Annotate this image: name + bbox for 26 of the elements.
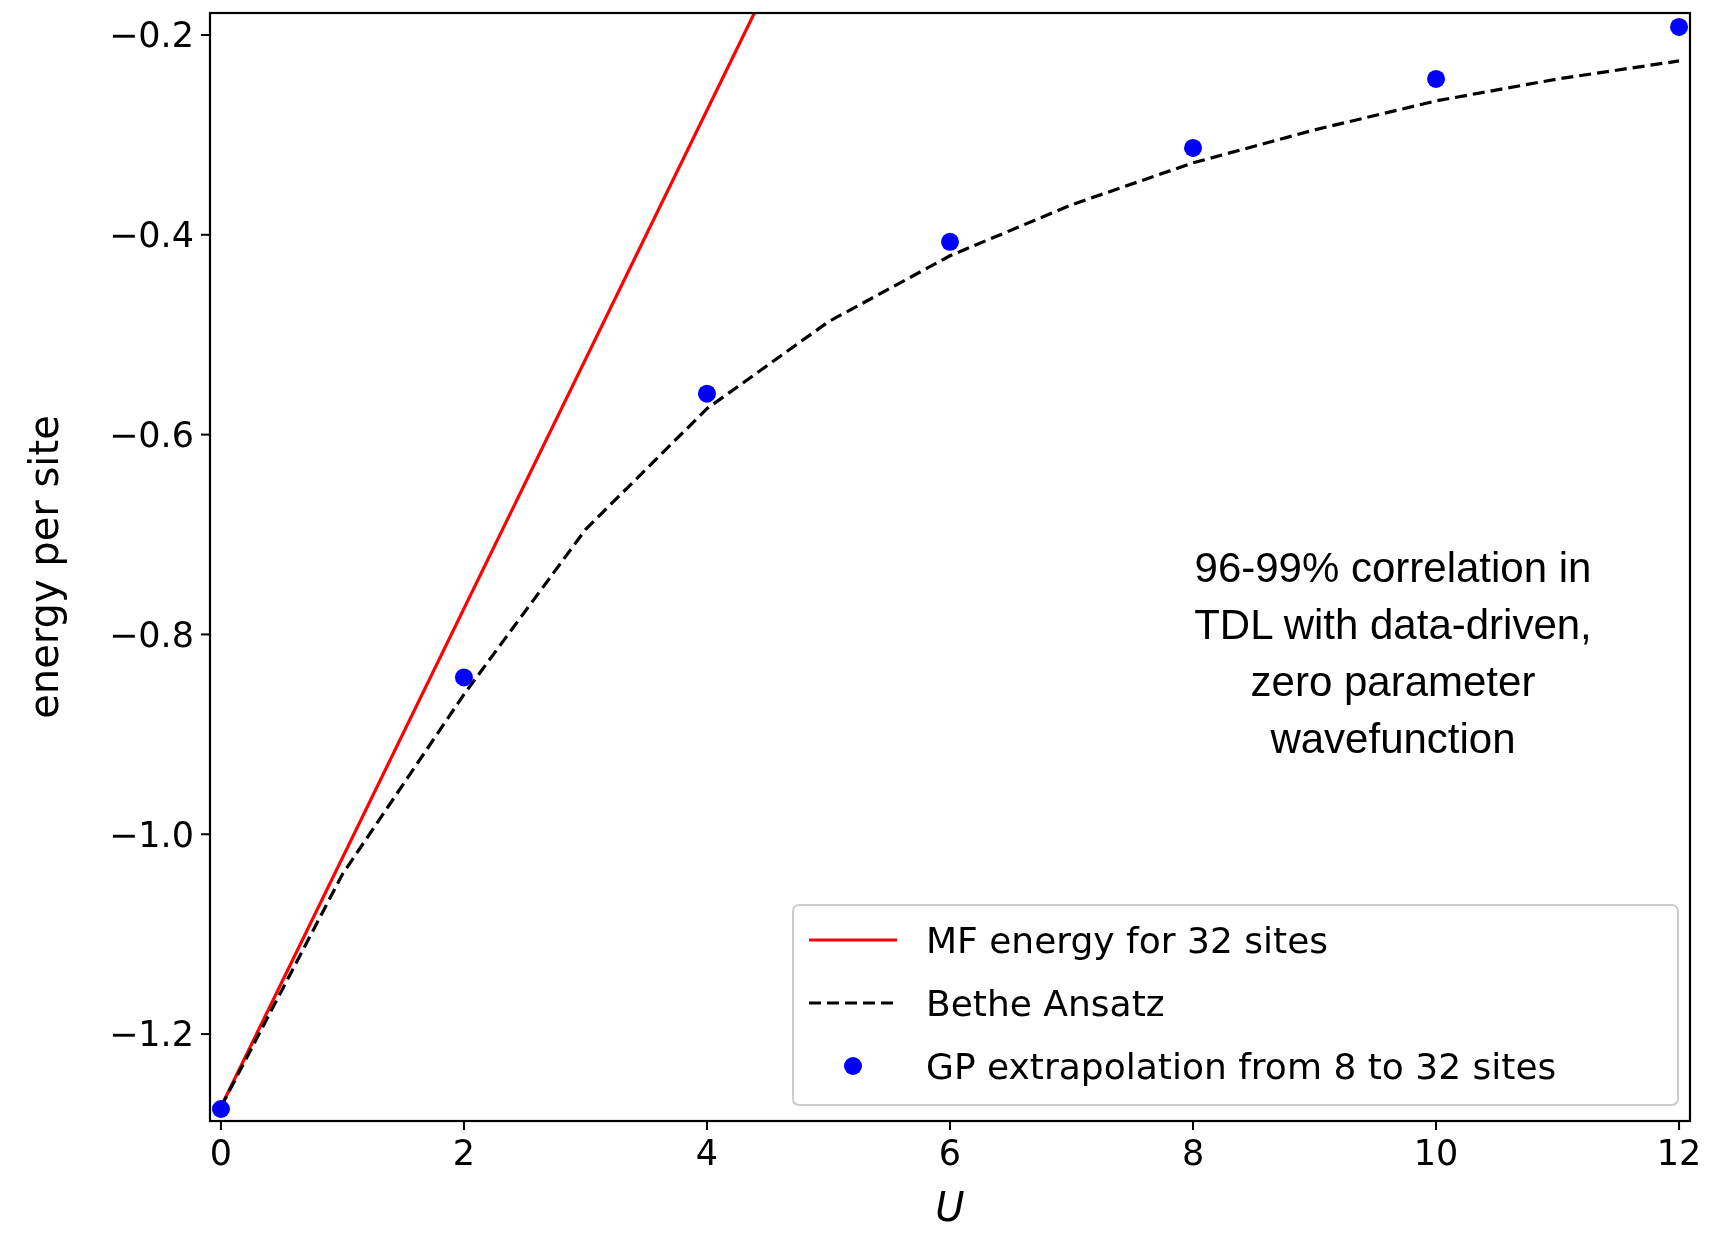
- legend-label: MF energy for 32 sites: [926, 919, 1329, 961]
- legend-label: Bethe Ansatz: [926, 982, 1165, 1024]
- x-tick-label: 8: [1181, 1133, 1205, 1173]
- y-tick-label: −1.2: [109, 1014, 194, 1055]
- y-tick-label: −0.8: [109, 614, 194, 655]
- y-tick-label: −0.2: [109, 15, 194, 56]
- point: [941, 232, 959, 251]
- point: [1427, 69, 1446, 88]
- legend-label: GP extrapolation from 8 to 32 sites: [926, 1045, 1557, 1087]
- point: [211, 1100, 230, 1119]
- x-tick-label: 4: [695, 1133, 719, 1173]
- point: [454, 668, 473, 687]
- point: [697, 384, 716, 403]
- x-tick-label: 6: [938, 1133, 962, 1173]
- y-tick-label: −1.0: [109, 814, 194, 855]
- x-tick-label: 0: [209, 1133, 233, 1173]
- point: [1184, 138, 1203, 157]
- y-axis-title: energy per site: [21, 415, 67, 719]
- y-tick-label: −0.6: [109, 414, 194, 455]
- y-tick-label: −0.4: [109, 215, 194, 256]
- point: [1670, 17, 1689, 36]
- x-tick-label: 10: [1413, 1133, 1459, 1173]
- x-axis-title: U: [935, 1184, 965, 1230]
- x-tick-label: 2: [452, 1133, 476, 1173]
- annotation: 96-99% correlation in TDL with data-driven, zero parameter wavefunction: [1194, 544, 1592, 762]
- x-tick-label: 12: [1656, 1133, 1702, 1173]
